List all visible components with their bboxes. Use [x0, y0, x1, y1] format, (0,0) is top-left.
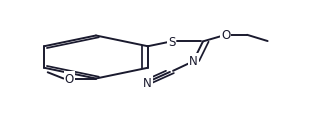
Text: S: S [168, 36, 175, 48]
Text: O: O [221, 29, 230, 42]
Text: N: N [143, 76, 152, 89]
Text: N: N [189, 55, 198, 68]
Text: O: O [65, 72, 74, 85]
